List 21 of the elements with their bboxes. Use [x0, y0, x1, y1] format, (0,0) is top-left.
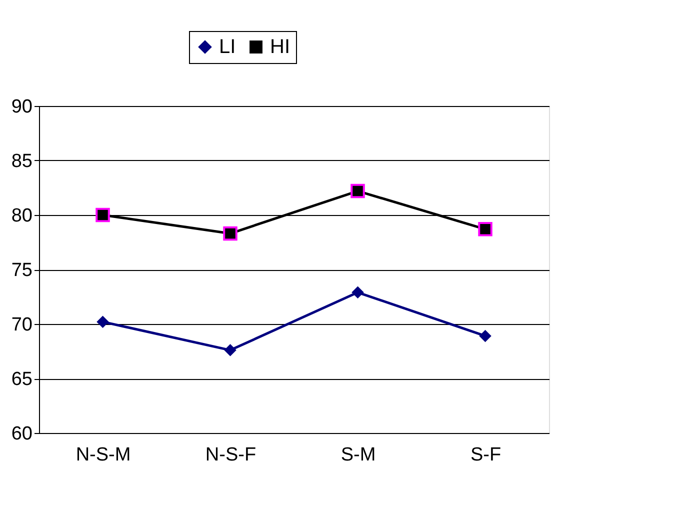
y-tick-label: 70 [11, 314, 32, 336]
x-tick-label: N-S-F [205, 444, 256, 466]
x-tick-label: S-M [340, 444, 376, 466]
x-tick-label: S-F [470, 444, 502, 466]
point [224, 344, 236, 356]
x-tick-label: N-S-M [76, 444, 131, 466]
y-tick-label: 75 [11, 260, 32, 281]
point [350, 184, 365, 198]
y-tick-label: 90 [11, 96, 32, 118]
y-tick-label: 65 [11, 369, 32, 390]
point [478, 222, 492, 236]
y-tick-label: 80 [11, 206, 32, 226]
point [479, 330, 492, 342]
legend-label: LI [219, 36, 236, 58]
point [96, 208, 110, 222]
y-tick-label: 60 [11, 424, 32, 444]
point [352, 286, 364, 299]
y-tick-label: 85 [11, 151, 32, 172]
point [96, 316, 109, 328]
point [223, 226, 238, 241]
legend-label: HI [270, 36, 290, 58]
